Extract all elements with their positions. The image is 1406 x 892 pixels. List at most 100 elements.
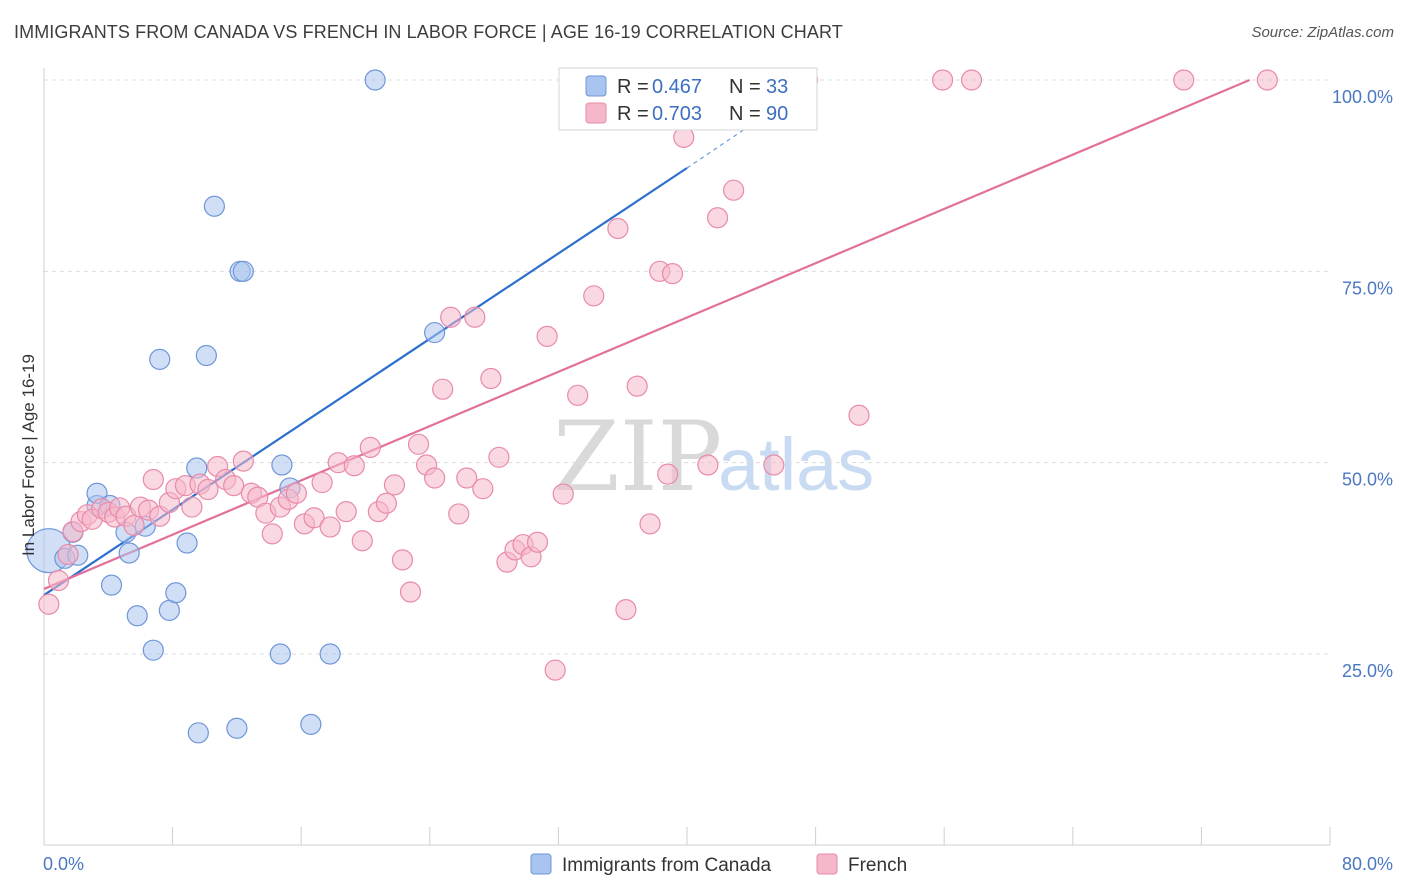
- watermark-zip: ZIP: [553, 401, 722, 513]
- point-canada-29: [364, 69, 386, 91]
- legend-r-value-french: 0.703: [652, 103, 702, 125]
- y-tick-label-25: 25.0%: [1342, 661, 1393, 681]
- point-french-85: [931, 69, 954, 91]
- y-tick-label-75: 75.0%: [1342, 278, 1393, 298]
- source-credit: Source: ZipAtlas.com: [1251, 24, 1394, 41]
- y-tick-labels: 25.0% 50.0% 75.0% 100.0%: [1332, 87, 1393, 681]
- point-canada-14: [158, 599, 180, 621]
- point-french-46: [391, 549, 414, 571]
- point-french-42: [359, 436, 381, 458]
- point-french-33: [285, 482, 307, 504]
- point-french-55: [464, 306, 486, 328]
- point-french-40: [343, 455, 365, 477]
- point-french-36: [311, 471, 333, 494]
- point-canada-30: [424, 321, 446, 344]
- point-french-64: [536, 325, 558, 347]
- point-canada-27: [300, 713, 322, 736]
- y-tick-label-100: 100.0%: [1332, 87, 1393, 107]
- legend-row-french: R = 0.703 N = 90: [617, 103, 788, 125]
- point-canada-15: [165, 582, 187, 604]
- point-french-2: [57, 543, 79, 566]
- series-legend-swatch-french: [816, 853, 838, 875]
- point-french-65: [544, 659, 566, 681]
- point-canada-21: [226, 717, 248, 739]
- point-french-15: [142, 468, 164, 491]
- point-french-1: [47, 569, 70, 592]
- point-canada-16: [176, 532, 198, 554]
- axes: [43, 68, 1331, 846]
- point-canada-19: [195, 344, 217, 367]
- point-french-75: [661, 263, 684, 285]
- point-canada-28: [319, 643, 341, 665]
- point-french-25: [223, 475, 245, 497]
- point-french-87: [1173, 69, 1195, 91]
- point-french-66: [552, 483, 574, 505]
- point-canada-23: [232, 260, 254, 282]
- point-french-72: [639, 513, 661, 535]
- watermark-atlas: atlas: [718, 423, 874, 506]
- point-french-57: [480, 367, 502, 390]
- legend-r-label-canada: R =: [617, 76, 654, 98]
- point-canada-10: [126, 605, 148, 627]
- trend-line-french: [43, 78, 1251, 590]
- point-french-79: [706, 207, 729, 229]
- point-french-22: [197, 478, 219, 501]
- legend-r-label-french: R =: [617, 103, 654, 125]
- point-french-39: [335, 501, 357, 523]
- point-french-84: [848, 404, 870, 426]
- series-legend-swatch-canada: [530, 853, 552, 875]
- point-french-68: [583, 285, 605, 307]
- chart-title: IMMIGRANTS FROM CANADA VS FRENCH IN LABO…: [14, 22, 843, 42]
- legend-row-canada: R = 0.467 N = 33: [617, 76, 788, 98]
- point-french-12: [123, 514, 145, 537]
- point-french-44: [375, 492, 397, 514]
- legend-n-value-french: 90: [766, 103, 788, 125]
- point-french-67: [567, 384, 589, 406]
- series-legend: Immigrants from Canada French: [530, 853, 907, 876]
- point-canada-20: [203, 195, 225, 217]
- point-french-30: [261, 523, 283, 545]
- point-french-53: [448, 503, 470, 525]
- point-french-56: [472, 478, 494, 500]
- y-axis-title: In Labor Force | Age 16-19: [19, 354, 38, 556]
- point-french-74: [657, 463, 679, 485]
- point-french-41: [351, 530, 373, 552]
- y-tick-label-50: 50.0%: [1342, 470, 1393, 490]
- point-french-86: [960, 69, 983, 91]
- point-french-71: [626, 375, 648, 397]
- stats-legend: R = 0.467 N = 33 R = 0.703 N = 90: [558, 67, 818, 131]
- point-canada-9: [118, 542, 140, 564]
- watermark: ZIP atlas: [553, 401, 874, 513]
- legend-swatch-french: [585, 102, 607, 124]
- point-french-52: [440, 306, 462, 328]
- point-french-0: [38, 593, 60, 615]
- series-legend-label-french: French: [848, 855, 907, 876]
- x-tick-label-max: 80.0%: [1342, 854, 1393, 874]
- legend-n-label-canada: N =: [729, 76, 766, 98]
- point-french-80: [723, 179, 745, 201]
- point-french-63: [526, 531, 549, 553]
- point-french-81: [763, 454, 785, 476]
- point-french-47: [399, 581, 422, 603]
- point-french-20: [181, 496, 203, 518]
- point-canada-13: [149, 348, 171, 370]
- gridlines: [44, 79, 1330, 655]
- legend-r-value-canada: 0.467: [652, 76, 702, 98]
- point-french-37: [319, 516, 341, 538]
- x-tick-label-min: 0.0%: [43, 854, 84, 874]
- point-canada-12: [142, 639, 164, 661]
- point-french-50: [424, 467, 446, 489]
- point-french-35: [303, 507, 325, 529]
- point-french-88: [1256, 69, 1278, 91]
- series-legend-label-canada: Immigrants from Canada: [562, 855, 772, 876]
- legend-swatch-canada: [585, 75, 607, 97]
- legend-n-label-french: N =: [729, 103, 766, 125]
- point-canada-7: [100, 574, 123, 596]
- point-french-45: [383, 474, 406, 496]
- point-canada-24: [269, 643, 291, 665]
- point-french-58: [488, 446, 510, 468]
- point-french-48: [407, 433, 430, 455]
- point-canada-18: [187, 722, 209, 744]
- point-french-70: [615, 599, 637, 621]
